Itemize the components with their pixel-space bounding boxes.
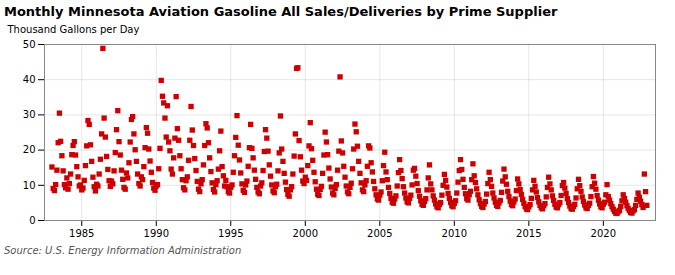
svg-text:1990: 1990 xyxy=(144,227,169,238)
svg-text:1985: 1985 xyxy=(69,227,94,238)
svg-text:1995: 1995 xyxy=(218,227,243,238)
svg-text:30: 30 xyxy=(23,109,36,120)
svg-text:50: 50 xyxy=(23,38,36,49)
svg-text:2010: 2010 xyxy=(442,227,467,238)
html-text:Monthly Minnesota Aviation Gas: Monthly Minnesota Aviation Gasoline All … xyxy=(4,4,558,19)
svg-text:2020: 2020 xyxy=(591,227,616,238)
svg-text:Thousand Gallons per Day: Thousand Gallons per Day xyxy=(7,23,140,34)
svg-text:2000: 2000 xyxy=(293,227,318,238)
svg-text:2015: 2015 xyxy=(516,227,541,238)
svg-text:40: 40 xyxy=(23,73,36,84)
svg-text:10: 10 xyxy=(23,179,36,190)
svg-text:2005: 2005 xyxy=(367,227,392,238)
svg-text:0: 0 xyxy=(29,214,35,225)
svg-text:20: 20 xyxy=(23,144,36,155)
html-text:Source: U.S. Energy Informatio: Source: U.S. Energy Information Administ… xyxy=(4,244,242,256)
